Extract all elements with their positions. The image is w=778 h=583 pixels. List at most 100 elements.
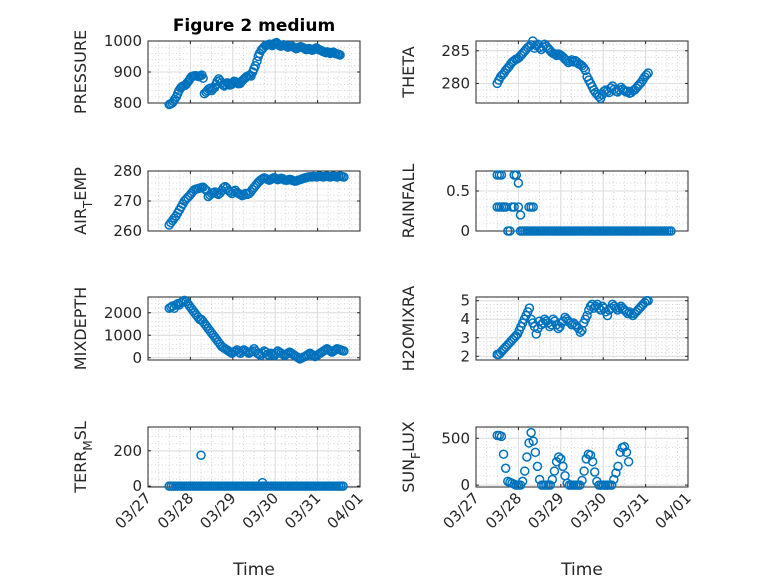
- h2omixra-data-point: [582, 310, 592, 321]
- sun-flux-x-tick-label: 03/29: [524, 489, 567, 532]
- sun-flux-x-tick-label: 03/31: [609, 489, 652, 532]
- sun-flux-x-tick-label: 03/27: [440, 489, 483, 532]
- theta-data-point: [551, 50, 562, 61]
- h2omixra-data-point: [611, 303, 621, 313]
- sun-flux-data-point: [587, 456, 598, 467]
- sun-flux-data-point: [498, 449, 509, 459]
- pressure-data-point: [198, 73, 208, 83]
- h2omixra-y-tick-label: 4: [460, 310, 470, 328]
- terr-msl-x-tick-label: 03/27: [112, 489, 155, 532]
- rainfall-data-point: [528, 202, 538, 212]
- rainfall-axes: [475, 170, 689, 232]
- theta-y-axis-label: THETA: [399, 46, 418, 98]
- subplot-terr-msl: 0 200 03/27 03/28 03/29 03/30 03/31 04/01 TERRMS…: [71, 421, 367, 580]
- rainfall-series: [492, 170, 676, 236]
- figure-title: Figure 2 medium: [173, 16, 335, 36]
- air-temp-data-point: [218, 183, 229, 193]
- h2omixra-data-point: [531, 329, 541, 339]
- sun-flux-data-point: [520, 466, 530, 476]
- theta-data-point: [565, 56, 575, 66]
- subplot-rainfall: 0 0.5 RAINFALL: [399, 164, 689, 240]
- terr-msl-y-tick-label: 200: [113, 442, 142, 460]
- rainfall-data-point: [505, 226, 515, 236]
- pressure-data-point: [206, 85, 217, 96]
- sun-flux-data-point: [575, 480, 585, 490]
- pressure-data-point: [273, 39, 283, 49]
- mixdepth-axes-frame: [147, 296, 361, 361]
- sun-flux-data-point: [621, 447, 632, 458]
- terr-msl-y-label-main: TERR: [71, 451, 90, 494]
- h2omixra-data-point: [545, 321, 555, 332]
- mixdepth-series: [164, 295, 349, 364]
- sun-flux-y-label-main: SUN: [399, 459, 418, 493]
- air-temp-data-point: [200, 184, 210, 194]
- h2omixra-series: [492, 295, 653, 360]
- pressure-data-point: [208, 84, 218, 94]
- air-temp-y-axis-label: AIRTEMP: [71, 167, 95, 235]
- terr-msl-x-tick-label: 03/29: [196, 489, 239, 532]
- pressure-y-tick-label: 1000: [104, 32, 142, 50]
- pressure-y-tick-label: 800: [113, 94, 142, 112]
- mixdepth-y-tick-label: 2000: [104, 304, 142, 322]
- h2omixra-data-point: [643, 295, 653, 306]
- sun-flux-data-point: [585, 450, 596, 460]
- terr-msl-y-label-rest: SL: [71, 421, 90, 440]
- pressure-y-tick-label: 900: [113, 63, 142, 81]
- sun-flux-data-point: [547, 474, 558, 485]
- sun-flux-data-point: [528, 436, 538, 446]
- rainfall-data-point: [509, 202, 519, 212]
- sun-flux-y-axis-label: SUNFLUX: [399, 421, 423, 493]
- air-temp-series: [164, 171, 349, 230]
- sun-flux-y-label-sub: F: [409, 452, 423, 459]
- h2omixra-y-tick-label: 3: [460, 329, 470, 347]
- terr-msl-data-point: [257, 477, 268, 488]
- air-temp-y-label-rest: EMP: [71, 167, 90, 201]
- rainfall-y-tick-label: 0: [460, 222, 470, 240]
- pressure-series: [164, 37, 345, 110]
- subplot-air-temp: 260 270 280 AIRTEMP: [71, 162, 361, 240]
- subplot-mixdepth: 0 1000 2000 MIXDEPTH: [71, 287, 361, 370]
- theta-axes-frame: [475, 40, 689, 104]
- mixdepth-y-tick-label: 0: [132, 349, 142, 367]
- pressure-data-point: [250, 61, 261, 71]
- theta-series: [492, 36, 653, 104]
- terr-msl-y-axis-label: TERRMSL: [71, 421, 95, 494]
- air-temp-y-tick-label: 260: [113, 222, 142, 240]
- pressure-data-point: [298, 43, 309, 53]
- terr-msl-x-tick-label: 03/31: [281, 489, 324, 532]
- sun-flux-data-point: [530, 447, 541, 458]
- subplot-theta: 280 285 THETA: [399, 36, 689, 104]
- rainfall-y-axis-label: RAINFALL: [399, 164, 418, 239]
- sun-flux-x-tick-label: 03/30: [567, 489, 610, 532]
- rainfall-y-tick-label: 0.5: [446, 182, 470, 200]
- terr-msl-x-tick-label: 03/28: [154, 489, 197, 532]
- terr-msl-series: [164, 450, 348, 491]
- sun-flux-x-tick-label: 04/01: [652, 489, 695, 532]
- sun-flux-data-point: [611, 468, 621, 478]
- terr-msl-data-point: [196, 450, 206, 460]
- rainfall-data-point: [496, 170, 507, 180]
- sun-flux-data-point: [500, 463, 511, 473]
- theta-data-point: [643, 68, 653, 78]
- sun-flux-data-point: [613, 461, 623, 472]
- terr-msl-x-tick-label: 03/30: [239, 489, 282, 532]
- subplot-grid: 800 900 1000 PRESSURE Figure 2 medium 280 285 T…: [71, 16, 695, 580]
- pressure-data-point: [231, 77, 241, 87]
- air-temp-y-label-main: AIR: [71, 208, 90, 235]
- rainfall-data-point: [666, 226, 676, 236]
- sun-flux-x-axis-label: Time: [560, 560, 603, 580]
- theta-data-point: [580, 65, 591, 76]
- h2omixra-y-axis-label: H2OMIXRA: [399, 286, 418, 372]
- sun-flux-y-tick-label: 500: [441, 429, 470, 447]
- terr-msl-y-label-sub: M: [81, 440, 95, 450]
- sun-flux-data-point: [517, 476, 528, 487]
- mixdepth-data-point: [339, 346, 349, 356]
- sun-flux-data-point: [545, 480, 555, 490]
- theta-y-tick-label: 280: [441, 74, 470, 92]
- subplot-pressure: 800 900 1000 PRESSURE Figure 2 medium: [71, 16, 361, 114]
- rainfall-data-point: [515, 210, 526, 220]
- sun-flux-data-point: [589, 467, 600, 477]
- mixdepth-data-point: [178, 296, 188, 307]
